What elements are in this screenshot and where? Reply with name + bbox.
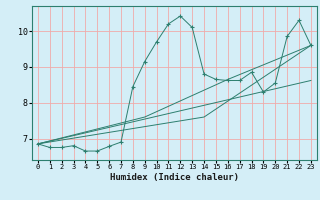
X-axis label: Humidex (Indice chaleur): Humidex (Indice chaleur)	[110, 173, 239, 182]
